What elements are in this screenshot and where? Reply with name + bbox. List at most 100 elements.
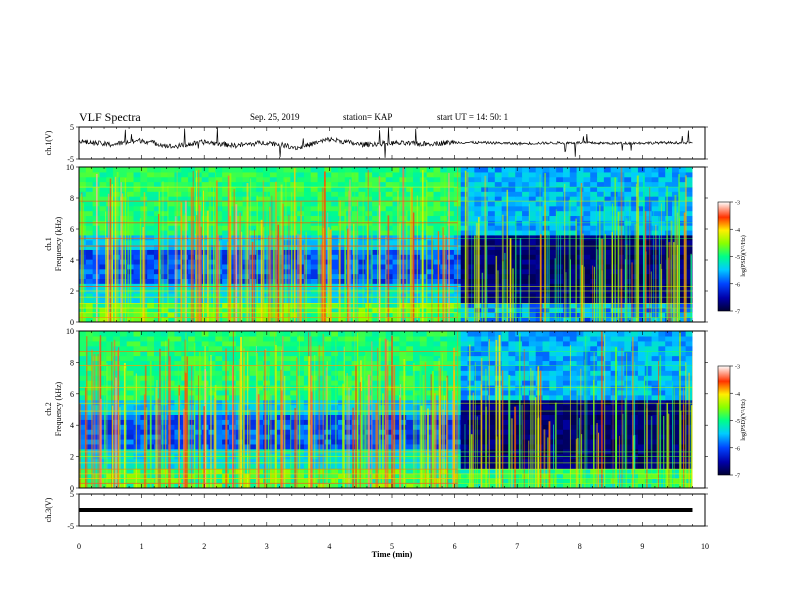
spectrogram-cell <box>303 229 312 236</box>
spectrogram-cell <box>590 263 598 270</box>
spectrogram-cell <box>385 443 394 450</box>
spectrogram-cell <box>317 419 325 425</box>
spectrogram-cell <box>556 200 564 207</box>
spectrogram-cell <box>672 463 680 469</box>
spectrogram-cell <box>610 229 619 236</box>
spectrogram-cell <box>99 244 107 250</box>
spectrogram-cell <box>528 200 537 207</box>
spectrogram-cell <box>433 399 441 406</box>
spectrogram-cell <box>303 409 312 416</box>
spectrogram-cell <box>665 196 673 202</box>
spectrogram-cell <box>576 409 585 416</box>
spectrogram-cell <box>113 297 121 304</box>
spectrogram-cell <box>160 171 169 178</box>
sferic-streak <box>122 226 124 322</box>
spectrogram-cell <box>528 171 537 178</box>
spectrogram-cell <box>610 254 619 260</box>
spectrogram-cell <box>167 196 176 202</box>
spectrogram-cell <box>119 273 128 279</box>
spectrogram-cell <box>522 215 530 221</box>
spectrogram-cell <box>413 263 421 270</box>
spectrogram-cell <box>208 394 216 401</box>
spectrogram-cell <box>215 196 223 202</box>
spectrogram-cell <box>351 171 360 178</box>
spectrogram-cell <box>338 181 346 187</box>
spectrogram-cell <box>358 263 366 270</box>
spectrogram-cell <box>351 244 360 250</box>
spectrogram-cell <box>549 167 557 173</box>
spectrogram-cell <box>597 414 605 420</box>
spectrogram-cell <box>549 473 557 479</box>
spectrogram-cell <box>92 424 101 430</box>
sferic-streak <box>426 179 428 322</box>
spectrogram-cell <box>147 215 155 221</box>
spectrogram-cell <box>610 210 619 217</box>
spectrogram-cell <box>631 171 639 178</box>
spectrogram-cell <box>113 404 121 411</box>
spectrogram-cell <box>331 229 339 236</box>
spectrogram-cell <box>269 419 278 425</box>
spectrogram-cell <box>331 292 339 299</box>
spectrogram-cell <box>522 249 530 255</box>
spectrogram-cell <box>624 239 632 246</box>
spectrogram-cell <box>556 312 564 318</box>
spectrogram-cell <box>637 259 646 265</box>
spectrogram-cell <box>392 302 400 309</box>
spectrogram-cell <box>167 414 176 420</box>
spectrogram-cell <box>406 186 414 192</box>
spectrogram-cell <box>651 205 659 212</box>
spectrogram-cell <box>303 302 312 309</box>
spectrogram-cell <box>624 191 632 197</box>
spectrogram-cell <box>447 468 455 474</box>
spectrogram-cell <box>597 409 605 416</box>
spectrogram-cell <box>303 414 312 420</box>
spectrogram-cell <box>378 312 387 318</box>
spectrogram-cell <box>208 463 216 469</box>
spectrogram-cell <box>426 458 435 465</box>
spectrogram-cell <box>535 191 544 197</box>
spectrogram-cell <box>542 399 550 406</box>
spectrogram-cell <box>85 225 94 231</box>
spectrogram-cell <box>119 317 128 322</box>
spectrogram-cell <box>535 434 544 440</box>
spectrogram-cell <box>549 244 557 250</box>
spectrogram-cell <box>392 171 400 178</box>
spectrogram-cell <box>167 205 176 212</box>
spectrogram-cell <box>160 317 169 322</box>
spectrogram-cell <box>256 254 264 260</box>
spectrogram-cell <box>160 478 169 484</box>
spectrogram-cell <box>426 409 435 416</box>
spectrogram-cell <box>535 278 544 284</box>
spectrogram-cell <box>576 424 585 430</box>
sferic-streak <box>412 212 415 322</box>
spectrogram-cell <box>501 249 510 255</box>
spectrogram-cell <box>549 292 557 299</box>
spectrogram-cell <box>358 273 366 279</box>
spectrogram-cell <box>631 215 639 221</box>
spectrogram-cell <box>413 312 421 318</box>
spectrogram-cell <box>542 244 550 250</box>
spectrogram-cell <box>290 389 298 396</box>
spectrogram-cell <box>338 229 346 236</box>
spectrogram-cell <box>576 404 585 411</box>
spectrogram-cell <box>658 268 666 275</box>
spectrogram-cell <box>542 215 550 221</box>
spectrogram-cell <box>269 171 278 178</box>
spectrogram-cell <box>351 167 360 173</box>
spectrogram-cell <box>617 404 625 411</box>
sferic-streak <box>684 175 687 322</box>
spectrogram-cell <box>242 414 251 420</box>
spectrogram-cell <box>385 259 394 265</box>
spectrogram-cell <box>494 414 503 420</box>
spectrogram-cell <box>624 263 632 270</box>
spectrogram-cell <box>569 429 578 435</box>
spectrogram-cell <box>290 468 298 474</box>
spectrogram-cell <box>556 278 564 284</box>
spectrogram-cell <box>317 443 325 450</box>
spectrogram-cell <box>624 448 632 455</box>
spectrogram-cell <box>542 171 550 178</box>
sferic-streak <box>127 195 129 322</box>
spectrogram-cell <box>119 186 128 192</box>
spectrogram-cell <box>351 200 360 207</box>
spectrogram-cell <box>501 443 510 450</box>
